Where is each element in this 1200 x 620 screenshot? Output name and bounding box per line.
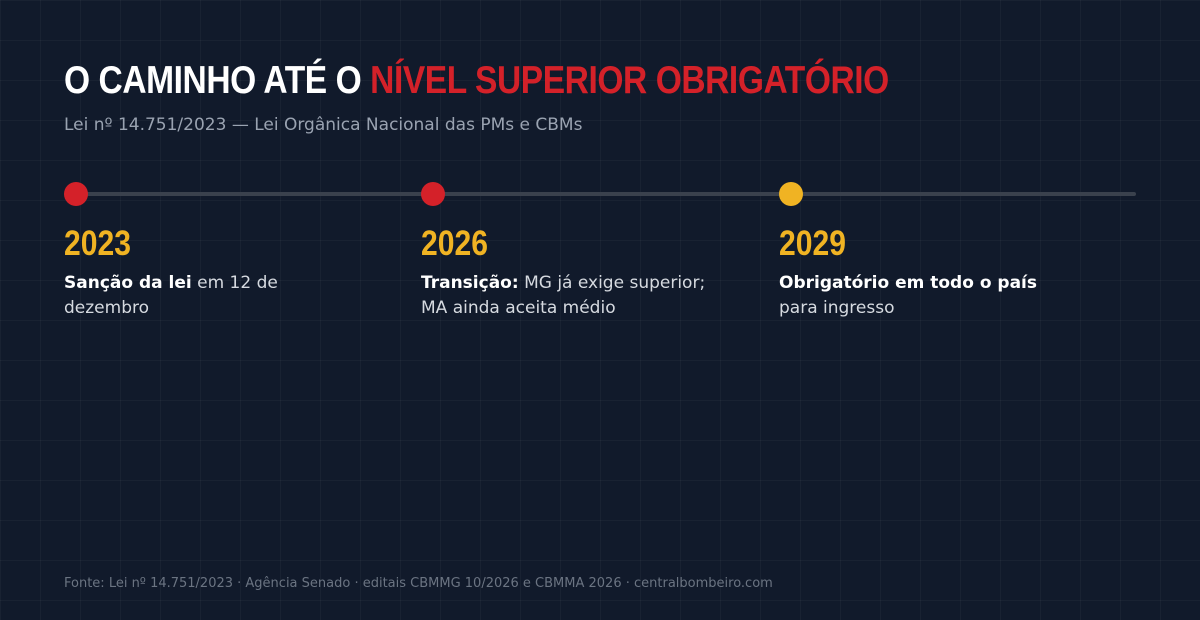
milestone-description-text: em 12 de dezembro bbox=[64, 273, 278, 318]
page-title: O CAMINHO ATÉ O NÍVEL SUPERIOR OBRIGATÓR… bbox=[64, 56, 889, 106]
milestone-year-2029: 2029 bbox=[779, 224, 846, 263]
timeline-track bbox=[64, 192, 1136, 196]
milestone-description-2023: Sanção da lei em 12 de dezembro bbox=[64, 271, 364, 321]
milestone-description-2026: Transição: MG já exige superior; MA aind… bbox=[421, 271, 721, 321]
source-footer: Fonte: Lei nº 14.751/2023 · Agência Sena… bbox=[64, 576, 773, 591]
title-white-part: O CAMINHO ATÉ O bbox=[64, 59, 362, 102]
milestone-description-text: MG já exige superior; MA ainda aceita mé… bbox=[421, 273, 706, 318]
milestone-description-bold: Transição: bbox=[421, 273, 519, 293]
milestone-dot-2029 bbox=[779, 182, 803, 206]
title-red-part: NÍVEL SUPERIOR OBRIGATÓRIO bbox=[370, 59, 889, 102]
milestone-description-bold: Obrigatório em todo o país bbox=[779, 273, 1038, 293]
milestone-description-text: para ingresso bbox=[779, 298, 895, 318]
milestone-description-bold: Sanção da lei bbox=[64, 273, 192, 293]
milestone-year-2026: 2026 bbox=[421, 224, 488, 263]
milestone-description-2029: Obrigatório em todo o país para ingresso bbox=[779, 271, 1079, 321]
milestone-dot-2026 bbox=[421, 182, 445, 206]
milestone-dot-2023 bbox=[64, 182, 88, 206]
milestone-year-2023: 2023 bbox=[64, 224, 131, 263]
page-subtitle: Lei nº 14.751/2023 — Lei Orgânica Nacion… bbox=[64, 115, 583, 135]
